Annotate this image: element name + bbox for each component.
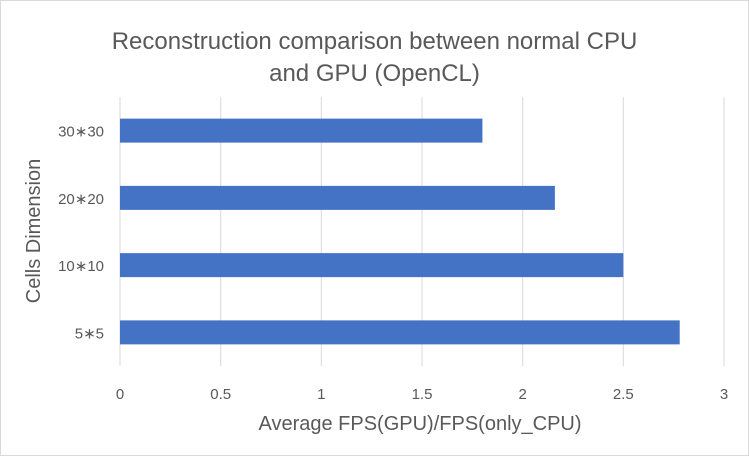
x-tick-labels: 0 0.5 1 1.5 2 2.5 3 [116, 386, 728, 403]
bar-0 [120, 320, 680, 345]
y-tick-label-3: 30∗30 [58, 124, 104, 141]
x-tick-label-3: 1.5 [412, 386, 433, 403]
y-tick-label-1: 10∗10 [58, 258, 104, 275]
bars [120, 118, 680, 345]
chart-title: Reconstruction comparison between normal… [0, 26, 749, 90]
x-tick-label-6: 3 [720, 386, 728, 403]
bar-2 [120, 185, 555, 210]
x-tick-label-0: 0 [116, 386, 124, 403]
y-tick-labels: 5∗5 10∗10 20∗20 30∗30 [58, 124, 104, 343]
x-axis-title: Average FPS(GPU)/FPS(only_CPU) [258, 413, 581, 435]
chart-title-line-2: and GPU (OpenCL) [269, 60, 480, 87]
chart-title-line-1: Reconstruction comparison between normal… [111, 28, 638, 55]
x-tick-label-2: 1 [317, 386, 325, 403]
bar-1 [120, 253, 624, 278]
x-tick-label-4: 2 [518, 386, 526, 403]
y-axis-title: Cells Dimension [23, 159, 45, 304]
x-tick-label-5: 2.5 [613, 386, 634, 403]
bar-3 [120, 118, 483, 143]
y-tick-label-2: 20∗20 [58, 191, 104, 208]
x-tick-label-1: 0.5 [210, 386, 231, 403]
y-tick-label-0: 5∗5 [75, 325, 104, 342]
